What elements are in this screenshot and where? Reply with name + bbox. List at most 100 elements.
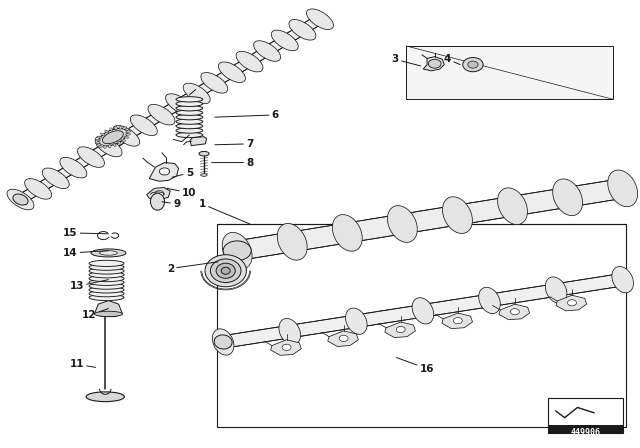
Polygon shape [149,163,179,181]
Circle shape [568,300,577,306]
Ellipse shape [89,276,124,282]
Ellipse shape [277,224,307,260]
Ellipse shape [95,311,122,317]
Circle shape [453,318,462,324]
Text: 449906: 449906 [571,428,601,437]
Text: 4: 4 [444,54,460,65]
Ellipse shape [102,131,124,144]
Ellipse shape [387,206,417,242]
Ellipse shape [89,260,124,267]
Text: 12: 12 [82,309,108,320]
Text: 15: 15 [63,228,108,238]
Ellipse shape [271,30,298,51]
Ellipse shape [95,136,122,157]
Ellipse shape [119,126,122,129]
Polygon shape [95,301,122,317]
Polygon shape [442,313,472,329]
Ellipse shape [97,136,102,138]
Ellipse shape [150,193,164,210]
Ellipse shape [60,157,87,178]
Ellipse shape [279,319,301,345]
Ellipse shape [176,119,203,124]
Circle shape [282,344,291,350]
Polygon shape [423,56,444,71]
Ellipse shape [545,277,567,303]
Ellipse shape [89,264,124,270]
Text: 11: 11 [69,359,96,369]
Text: 8: 8 [212,158,253,168]
Ellipse shape [166,94,193,114]
Polygon shape [556,295,587,311]
Text: 6: 6 [215,110,279,120]
Ellipse shape [95,142,100,144]
Ellipse shape [77,147,104,168]
Text: 14: 14 [63,248,108,258]
Ellipse shape [125,134,131,135]
Ellipse shape [126,130,131,133]
Polygon shape [499,304,529,320]
Ellipse shape [176,110,203,116]
Polygon shape [190,137,207,146]
Ellipse shape [223,241,251,260]
Polygon shape [385,322,415,337]
Ellipse shape [183,83,210,104]
Ellipse shape [176,97,203,102]
Ellipse shape [108,144,111,148]
Circle shape [159,168,170,175]
Ellipse shape [89,287,124,293]
Text: 10: 10 [167,188,196,198]
Ellipse shape [105,130,109,133]
Ellipse shape [212,329,234,355]
Ellipse shape [218,62,245,82]
Text: 9: 9 [162,199,180,209]
Ellipse shape [100,145,103,148]
Circle shape [511,309,519,315]
Circle shape [463,57,483,72]
Polygon shape [406,46,613,99]
Ellipse shape [236,52,263,72]
Ellipse shape [176,132,203,138]
Ellipse shape [89,294,124,301]
Ellipse shape [89,271,124,278]
Ellipse shape [117,141,121,144]
Ellipse shape [123,127,126,130]
Ellipse shape [201,174,207,177]
Ellipse shape [99,128,127,146]
Ellipse shape [442,197,472,233]
Ellipse shape [42,168,69,189]
Ellipse shape [176,101,203,107]
Ellipse shape [211,259,241,283]
Ellipse shape [307,9,333,30]
Ellipse shape [289,20,316,40]
Ellipse shape [176,106,203,111]
Polygon shape [17,16,324,203]
Ellipse shape [89,291,124,297]
Ellipse shape [115,126,117,130]
Ellipse shape [479,287,500,314]
Text: 16: 16 [396,358,435,374]
Ellipse shape [89,283,124,289]
Ellipse shape [553,179,582,215]
Ellipse shape [113,125,140,146]
Ellipse shape [25,179,52,199]
Circle shape [396,327,405,332]
Ellipse shape [7,189,34,210]
Ellipse shape [346,308,367,334]
Ellipse shape [89,279,124,285]
Ellipse shape [176,128,203,133]
Ellipse shape [412,297,434,324]
Text: 7: 7 [215,139,253,149]
Ellipse shape [124,136,129,138]
Ellipse shape [201,73,228,93]
Ellipse shape [214,335,232,349]
Ellipse shape [176,115,203,120]
Ellipse shape [216,263,236,278]
Circle shape [155,190,164,197]
Ellipse shape [91,249,126,257]
Text: 1: 1 [198,199,250,224]
Ellipse shape [205,255,246,287]
Ellipse shape [253,41,280,61]
Ellipse shape [13,194,28,205]
Ellipse shape [612,267,634,293]
Ellipse shape [121,139,125,142]
